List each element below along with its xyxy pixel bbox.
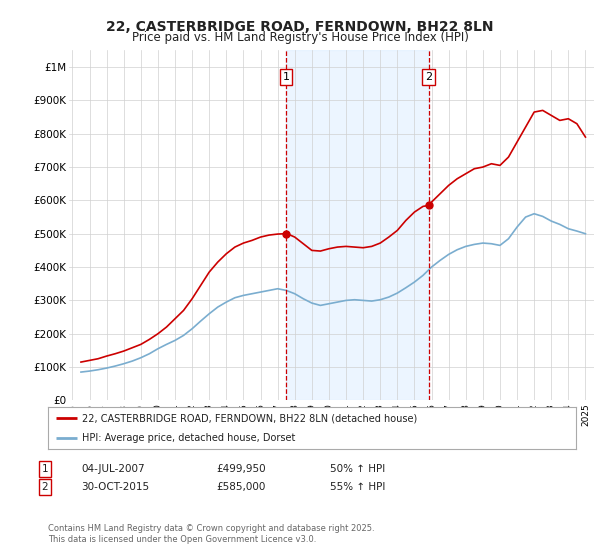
Text: Contains HM Land Registry data © Crown copyright and database right 2025.
This d: Contains HM Land Registry data © Crown c… <box>48 524 374 544</box>
Bar <box>286 50 428 400</box>
Text: 55% ↑ HPI: 55% ↑ HPI <box>330 482 385 492</box>
Text: 1: 1 <box>283 72 290 82</box>
Text: 1: 1 <box>41 464 49 474</box>
Text: Price paid vs. HM Land Registry's House Price Index (HPI): Price paid vs. HM Land Registry's House … <box>131 31 469 44</box>
Text: 2: 2 <box>41 482 49 492</box>
Text: £585,000: £585,000 <box>216 482 265 492</box>
Text: HPI: Average price, detached house, Dorset: HPI: Average price, detached house, Dors… <box>82 433 296 443</box>
Text: 04-JUL-2007: 04-JUL-2007 <box>81 464 145 474</box>
Text: 22, CASTERBRIDGE ROAD, FERNDOWN, BH22 8LN: 22, CASTERBRIDGE ROAD, FERNDOWN, BH22 8L… <box>106 20 494 34</box>
Text: 2: 2 <box>425 72 432 82</box>
Text: £499,950: £499,950 <box>216 464 266 474</box>
Text: 30-OCT-2015: 30-OCT-2015 <box>81 482 149 492</box>
Text: 50% ↑ HPI: 50% ↑ HPI <box>330 464 385 474</box>
Text: 22, CASTERBRIDGE ROAD, FERNDOWN, BH22 8LN (detached house): 22, CASTERBRIDGE ROAD, FERNDOWN, BH22 8L… <box>82 413 418 423</box>
